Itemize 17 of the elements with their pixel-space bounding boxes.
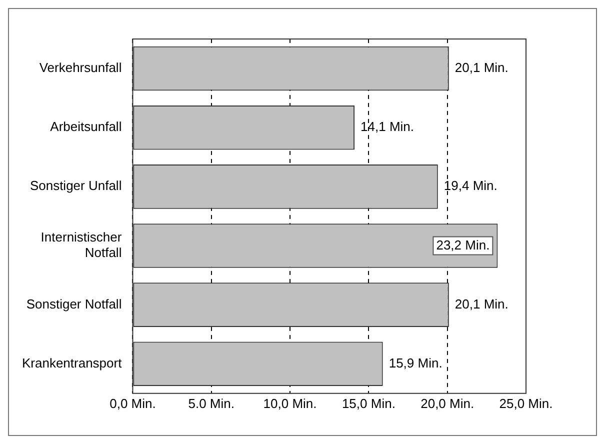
y-tick-label: Krankentransport <box>22 355 122 370</box>
x-tick-label: 20,0 Min. <box>420 396 474 411</box>
data-label: 14,1 Min. <box>360 119 414 134</box>
y-tick-label: Sonstiger Notfall <box>26 296 122 312</box>
data-label: 20,1 Min. <box>454 296 508 312</box>
data-label: 20,1 Min. <box>454 60 508 76</box>
x-tick-label: 15,0 Min. <box>342 396 396 411</box>
y-tick-label: Arbeitsunfall <box>50 119 122 134</box>
y-tick-label: Internistischer Notfall <box>40 230 122 260</box>
x-tick-label: 5.0 Min. <box>188 396 234 411</box>
x-tick-label: 25,0 Min. <box>499 396 553 411</box>
y-tick-label: Sonstiger Unfall <box>30 178 122 194</box>
data-label: 23,2 Min. <box>436 237 490 252</box>
x-tick-label: 0,0 Min. <box>110 396 156 411</box>
y-tick-label: Verkehrsunfall <box>39 60 122 76</box>
x-tick-label: 10,0 Min. <box>263 396 317 411</box>
data-label: 15,9 Min. <box>388 355 442 370</box>
